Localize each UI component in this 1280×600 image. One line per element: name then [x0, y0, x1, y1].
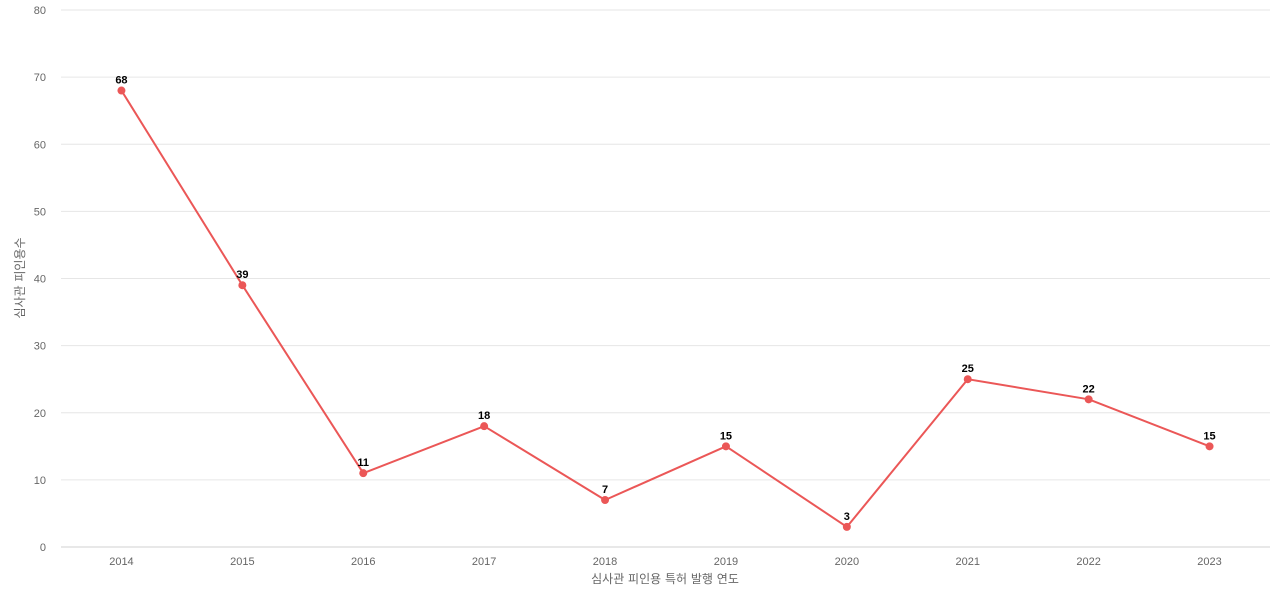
x-tick-label: 2018: [593, 556, 617, 568]
series-line: [120, 90, 1210, 528]
x-tick-label: 2017: [472, 556, 496, 568]
data-label: 15: [1203, 430, 1215, 442]
y-axis: 0 10 20 30 40 50 60 70 80: [34, 5, 46, 554]
y-tick-label: 0: [40, 542, 46, 554]
gridlines: [61, 9, 1270, 548]
data-point[interactable]: [480, 422, 489, 431]
data-label: 3: [844, 511, 850, 523]
y-tick-label: 20: [34, 408, 46, 420]
data-point[interactable]: [1205, 442, 1214, 451]
x-axis: 2014 2015 2016 2017 2018 2019 2020 2021 2022 2023: [109, 556, 1222, 568]
y-tick-label: 60: [34, 139, 46, 151]
data-labels: 68 39 11 18 7 15 3 25 22 15: [115, 75, 1215, 523]
data-point[interactable]: [117, 86, 126, 95]
y-tick-label: 30: [34, 341, 46, 353]
y-tick-label: 40: [34, 274, 46, 286]
x-axis-title: 심사관 피인용 특허 발행 연도: [591, 571, 739, 586]
data-label: 15: [720, 430, 732, 442]
data-point[interactable]: [842, 522, 851, 531]
y-tick-label: 10: [34, 475, 46, 487]
x-tick-label: 2014: [109, 556, 133, 568]
data-point[interactable]: [601, 496, 610, 505]
data-point[interactable]: [238, 281, 247, 290]
data-point[interactable]: [963, 375, 972, 384]
y-tick-label: 70: [34, 72, 46, 84]
x-tick-label: 2023: [1197, 556, 1221, 568]
x-tick-label: 2022: [1076, 556, 1100, 568]
data-label: 11: [357, 457, 369, 469]
x-tick-label: 2020: [835, 556, 859, 568]
x-tick-label: 2021: [956, 556, 980, 568]
x-tick-label: 2016: [351, 556, 375, 568]
y-tick-label: 80: [34, 5, 46, 17]
y-tick-label: 50: [34, 206, 46, 218]
x-tick-label: 2015: [230, 556, 254, 568]
data-label: 39: [236, 269, 248, 281]
data-point[interactable]: [359, 469, 368, 478]
data-point[interactable]: [721, 442, 730, 451]
data-point[interactable]: [1084, 395, 1093, 404]
data-label: 22: [1083, 383, 1095, 395]
data-label: 25: [962, 363, 974, 375]
data-label: 18: [478, 410, 490, 422]
series-layer: [117, 86, 1214, 531]
x-tick-label: 2019: [714, 556, 738, 568]
data-label: 68: [115, 75, 127, 87]
data-label: 7: [602, 484, 608, 496]
y-axis-title: 심사관 피인용수: [13, 237, 27, 318]
